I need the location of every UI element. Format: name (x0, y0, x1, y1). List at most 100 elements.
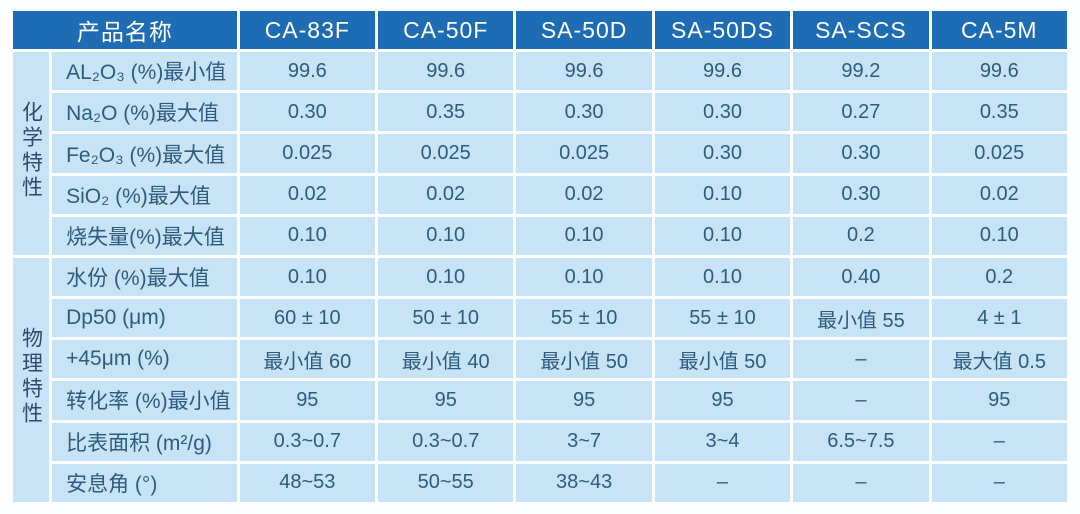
table-cell: 3~7 (516, 422, 652, 461)
table-cell: 0.2 (793, 216, 929, 255)
column-header-ca-5m: CA-5M (931, 11, 1067, 50)
table-cell: 99.6 (516, 52, 652, 91)
table-cell: 0.3~0.7 (378, 422, 514, 461)
table-cell: 0.02 (239, 175, 376, 214)
table-cell: 95 (378, 381, 514, 420)
column-header-sa-50d: SA-50D (516, 11, 652, 50)
table-cell: 60 ± 10 (239, 299, 376, 338)
table-cell: 0.10 (378, 257, 514, 297)
row-label-conversion-rate: 转化率 (%)最小值 (52, 381, 237, 420)
group-label-physical: 物理特性 (19, 326, 43, 427)
table-cell: 99.6 (378, 52, 514, 91)
table-row: 烧失量(%)最大值 0.10 0.10 0.10 0.10 0.2 0.10 (13, 216, 1067, 255)
table-cell: 0.27 (793, 93, 929, 132)
table-cell: 0.10 (931, 216, 1067, 255)
table-cell: 95 (239, 381, 376, 420)
table-cell: – (793, 463, 929, 502)
table-cell: 99.6 (239, 52, 376, 91)
table-cell: 0.10 (239, 216, 376, 255)
row-label-angle-of-repose: 安息角 (°) (52, 463, 237, 502)
row-label-fe2o3: Fe₂O₃ (%)最大值 (52, 134, 237, 173)
table-cell: 0.10 (516, 257, 652, 297)
group-label-chemical: 化学特性 (19, 100, 43, 201)
table-row: SiO₂ (%)最大值 0.02 0.02 0.02 0.10 0.30 0.0… (13, 175, 1067, 214)
table-cell: 0.10 (654, 175, 791, 214)
row-label-plus-45um: +45μm (%) (52, 340, 237, 379)
column-header-ca-50f: CA-50F (378, 11, 514, 50)
table-row: 化学特性 AL₂O₃ (%)最小值 99.6 99.6 99.6 99.6 99… (13, 52, 1067, 255)
table-row: Dp50 (μm) 60 ± 10 50 ± 10 55 ± 10 55 ± 1… (13, 299, 1067, 338)
table-cell: 50 ± 10 (378, 299, 514, 338)
table-cell: 0.10 (516, 216, 652, 255)
table-cell: 0.30 (516, 93, 652, 132)
table-cell: 6.5~7.5 (793, 422, 929, 461)
table-cell: – (793, 340, 929, 379)
group-cell-chemical: 化学特性 (13, 52, 50, 255)
table-row: +45μm (%) 最小值 60 最小值 40 最小值 50 最小值 50 – … (13, 340, 1067, 379)
table-cell: 0.10 (654, 216, 791, 255)
header-row: 产品名称 CA-83F CA-50F SA-50D SA-50DS SA-SCS… (13, 11, 1067, 50)
table-cell: – (931, 463, 1067, 502)
table-cell: – (793, 381, 929, 420)
row-label-dp50: Dp50 (μm) (52, 299, 237, 338)
product-spec-table: 产品名称 CA-83F CA-50F SA-50D SA-50DS SA-SCS… (10, 8, 1070, 505)
column-header-sa-scs: SA-SCS (793, 11, 929, 50)
table-cell: 0.025 (378, 134, 514, 173)
table-cell: 0.30 (654, 93, 791, 132)
corner-header: 产品名称 (13, 11, 237, 50)
group-cell-physical: 物理特性 (13, 257, 50, 502)
table-cell: – (654, 463, 791, 502)
table-cell: 最小值 50 (654, 340, 791, 379)
table-cell: 最小值 40 (378, 340, 514, 379)
table-cell: 48~53 (239, 463, 376, 502)
row-label-sio2: SiO₂ (%)最大值 (52, 175, 237, 214)
table-cell: 99.2 (793, 52, 929, 91)
table-cell: 最大值 0.5 (931, 340, 1067, 379)
table-cell: 0.025 (931, 134, 1067, 173)
table-row: Fe₂O₃ (%)最大值 0.025 0.025 0.025 0.30 0.30… (13, 134, 1067, 173)
table-cell: 0.2 (931, 257, 1067, 297)
table-cell: 0.025 (516, 134, 652, 173)
table-cell: 0.30 (793, 134, 929, 173)
table-cell: 4 ± 1 (931, 299, 1067, 338)
table-cell: 55 ± 10 (516, 299, 652, 338)
table-cell: 0.02 (931, 175, 1067, 214)
table-cell: 最小值 55 (793, 299, 929, 338)
table-cell: 99.6 (931, 52, 1067, 91)
row-label-specific-surface-area: 比表面积 (m²/g) (52, 422, 237, 461)
table-cell: 最小值 50 (516, 340, 652, 379)
table-cell: 0.3~0.7 (239, 422, 376, 461)
table-cell: 0.30 (654, 134, 791, 173)
row-label-moisture: 水份 (%)最大值 (52, 257, 237, 297)
table-cell: 95 (516, 381, 652, 420)
table-cell: 95 (654, 381, 791, 420)
table-cell: 0.02 (378, 175, 514, 214)
table-cell: 最小值 60 (239, 340, 376, 379)
table-cell: 0.30 (239, 93, 376, 132)
column-header-sa-50ds: SA-50DS (654, 11, 791, 50)
table-cell: 55 ± 10 (654, 299, 791, 338)
table-row: 比表面积 (m²/g) 0.3~0.7 0.3~0.7 3~7 3~4 6.5~… (13, 422, 1067, 461)
table-cell: 50~55 (378, 463, 514, 502)
table-cell: 0.10 (239, 257, 376, 297)
table-cell: 0.30 (793, 175, 929, 214)
table-cell: 38~43 (516, 463, 652, 502)
table-cell: 0.35 (378, 93, 514, 132)
table-cell: 0.025 (239, 134, 376, 173)
table-row: 安息角 (°) 48~53 50~55 38~43 – – – (13, 463, 1067, 502)
table-cell: 0.10 (378, 216, 514, 255)
table-cell: 0.10 (654, 257, 791, 297)
table-cell: 0.35 (931, 93, 1067, 132)
row-label-na2o: Na₂O (%)最大值 (52, 93, 237, 132)
table-row: 物理特性 水份 (%)最大值 0.10 0.10 0.10 0.10 0.40 … (13, 257, 1067, 502)
table-row: Na₂O (%)最大值 0.30 0.35 0.30 0.30 0.27 0.3… (13, 93, 1067, 132)
table-cell: 3~4 (654, 422, 791, 461)
table-cell: – (931, 422, 1067, 461)
table-row: 转化率 (%)最小值 95 95 95 95 – 95 (13, 381, 1067, 420)
table-cell: 95 (931, 381, 1067, 420)
column-header-ca-83f: CA-83F (239, 11, 376, 50)
table-cell: 0.02 (516, 175, 652, 214)
table-cell: 99.6 (654, 52, 791, 91)
table-cell: 0.40 (793, 257, 929, 297)
